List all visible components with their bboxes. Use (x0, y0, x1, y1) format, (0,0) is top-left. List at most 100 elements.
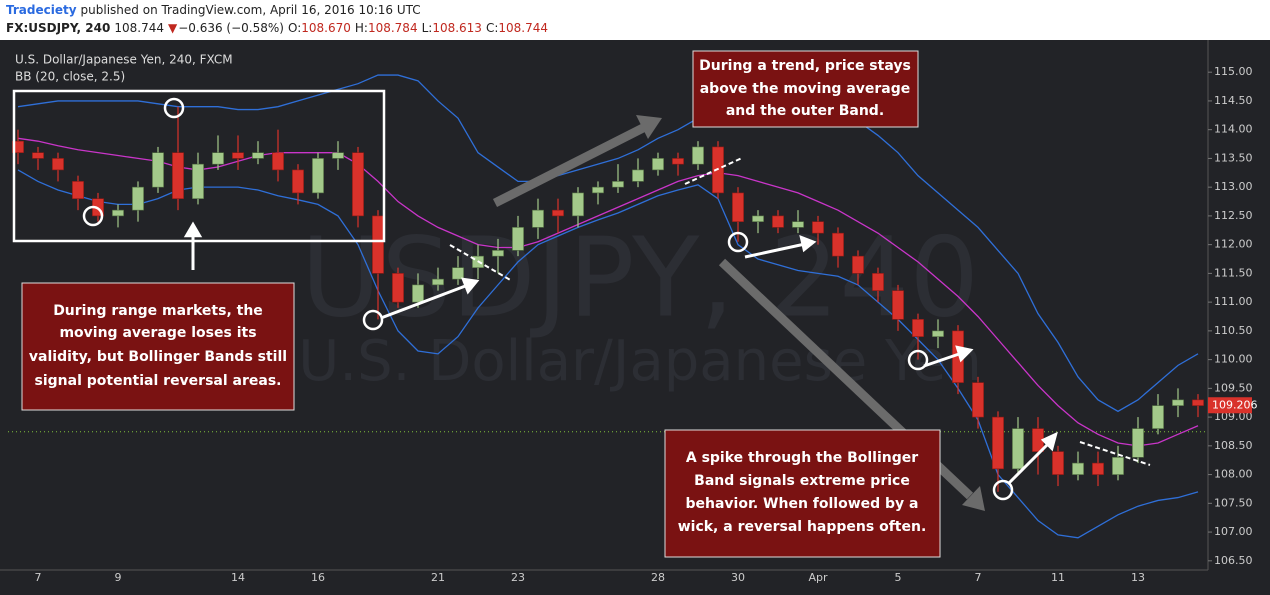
ohlc-label: C: (485, 21, 499, 35)
x-tick-label: 13 (1131, 571, 1145, 584)
candle-body (732, 192, 744, 222)
chart-subtitle: BB (20, close, 2.5) (15, 70, 125, 84)
y-tick-label: 115.00 (1214, 65, 1253, 78)
x-tick-label: Apr (808, 571, 828, 584)
candle-body (692, 146, 704, 165)
change: −0.636 (−0.58%) (178, 21, 284, 35)
plot (8, 71, 1208, 539)
candle-body (52, 158, 64, 171)
range-box (12, 89, 386, 243)
candle-body (772, 215, 784, 228)
watermark-subtitle: U.S. Dollar/Japanese Yen (298, 329, 981, 394)
candle-body (912, 319, 924, 337)
candle-body (1072, 462, 1084, 475)
direction: ▼ (167, 21, 178, 35)
x-tick-label: 11 (1051, 571, 1065, 584)
last-price-label: 109.206 (1212, 398, 1258, 411)
ohlc-label: O: (287, 21, 302, 35)
ohlc-value: 108.613 (432, 21, 482, 35)
candle-body (272, 152, 284, 171)
y-tick-label: 109.00 (1214, 410, 1253, 423)
arrow-head (799, 234, 817, 253)
x-tick-label: 9 (115, 571, 122, 584)
y-tick-label: 107.50 (1214, 496, 1253, 509)
candle-body (32, 152, 44, 159)
candle-body (1132, 428, 1144, 458)
candle-body (212, 152, 224, 165)
circle (992, 479, 1014, 501)
candle-body (12, 140, 24, 153)
annotation-text: above the moving average (700, 81, 911, 97)
symbol: FX:USDJPY, 240 (6, 21, 111, 35)
header-bg (0, 0, 1270, 40)
annotation-text: A spike through the Bollinger (686, 450, 918, 466)
header-line: Tradeciety published on TradingView.com, … (6, 1, 556, 19)
candle-body (1152, 405, 1164, 429)
bollinger-lower (17, 169, 1199, 539)
annotation-box: During range markets, the moving average… (21, 282, 295, 411)
annotation-box: A spike through the Bollinger Band signa… (664, 429, 941, 558)
candle-body (1112, 457, 1124, 475)
chart-title: U.S. Dollar/Japanese Yen, 240, FXCM (15, 53, 233, 67)
y-tick-label: 110.00 (1214, 353, 1253, 366)
arrow (492, 122, 648, 208)
author-link[interactable]: Tradeciety (6, 3, 77, 17)
x-tick-label: 28 (651, 571, 665, 584)
ohlc-value: 108.784 (367, 21, 418, 35)
annotation-text: Band signals extreme price (694, 473, 910, 489)
y-tick-label: 108.00 (1214, 468, 1253, 481)
x-tick-label: 5 (895, 571, 902, 584)
candle-body (1012, 428, 1024, 470)
dashed-line (1079, 441, 1151, 466)
candle-body (812, 221, 824, 234)
candle-body (892, 290, 904, 320)
axes: 106.50107.00107.50108.00108.50109.00109.… (35, 65, 1258, 584)
y-tick-label: 114.50 (1214, 94, 1253, 107)
x-tick-label: 23 (511, 571, 525, 584)
candle-body (512, 227, 524, 251)
arrow-head (183, 221, 203, 238)
candle-body (332, 152, 344, 159)
watermark: USDJPY, 240 (301, 213, 979, 341)
y-tick-label: 109.50 (1214, 381, 1253, 394)
bollinger-middle (17, 137, 1199, 447)
candle-body (72, 181, 84, 199)
annotation-text: and the outer Band. (726, 103, 884, 119)
arrow (380, 283, 469, 320)
annotation-bg (692, 50, 919, 128)
circle (907, 349, 929, 371)
candle-body (992, 416, 1004, 470)
candle-body (252, 152, 264, 159)
candle-body (552, 209, 564, 217)
arrow-head (1040, 431, 1058, 452)
annotation-text: behavior. When followed by a (685, 496, 918, 512)
candle-body (592, 186, 604, 194)
y-tick-label: 111.50 (1214, 266, 1253, 279)
y-tick-label: 114.00 (1214, 123, 1253, 136)
ohlc-value: 108.744 (498, 21, 548, 35)
y-tick-label: 112.00 (1214, 238, 1253, 251)
y-tick-label: 111.00 (1214, 295, 1253, 308)
header-line: FX:USDJPY, 240 108.744 ▼−0.636 (−0.58%) O: 1… (6, 19, 556, 37)
dashed-line (449, 244, 513, 282)
candle-body (572, 192, 584, 217)
candle-body (752, 215, 764, 222)
annotation-text: signal potential reversal areas. (35, 373, 282, 389)
candle-body (312, 158, 324, 194)
annotation-text: moving average loses its (59, 325, 256, 341)
candle-body (1052, 451, 1064, 475)
candle-body (352, 152, 364, 217)
candle-body (112, 209, 124, 217)
candle-body (1192, 399, 1204, 406)
x-tick-label: 14 (231, 571, 245, 584)
annotation-text: validity, but Bollinger Bands still (29, 349, 287, 365)
candle-body (452, 267, 464, 280)
y-tick-label: 107.00 (1214, 525, 1253, 538)
published: published on TradingView.com, April 16, … (80, 3, 421, 17)
candle-body (1092, 462, 1104, 475)
circle (362, 309, 384, 331)
candle-body (632, 169, 644, 182)
x-tick-label: 16 (311, 571, 325, 584)
circle (82, 205, 104, 227)
